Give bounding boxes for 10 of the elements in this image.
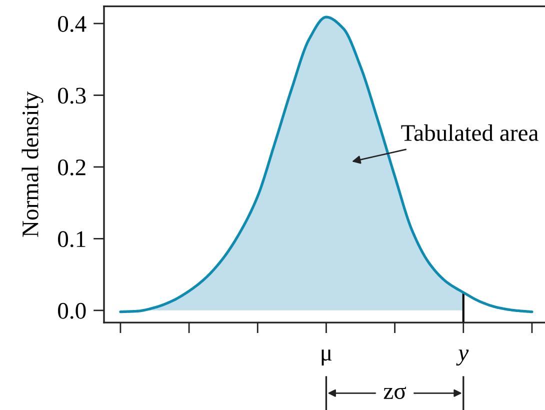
y-tick-label: 0.4	[58, 16, 86, 32]
x-tick-label: y	[456, 350, 469, 366]
annotation: Tabulated area	[401, 124, 538, 141]
text: zσ	[384, 386, 406, 400]
y-tick-label: 0.2	[58, 159, 86, 176]
x-tick-label: μ	[322, 350, 332, 366]
y-axis-title: Normal density	[22, 91, 44, 237]
y-tick-label: 0.0	[58, 302, 86, 319]
y-tick-label: 0.3	[58, 88, 86, 104]
y-tick-label: 0.1	[58, 231, 86, 248]
